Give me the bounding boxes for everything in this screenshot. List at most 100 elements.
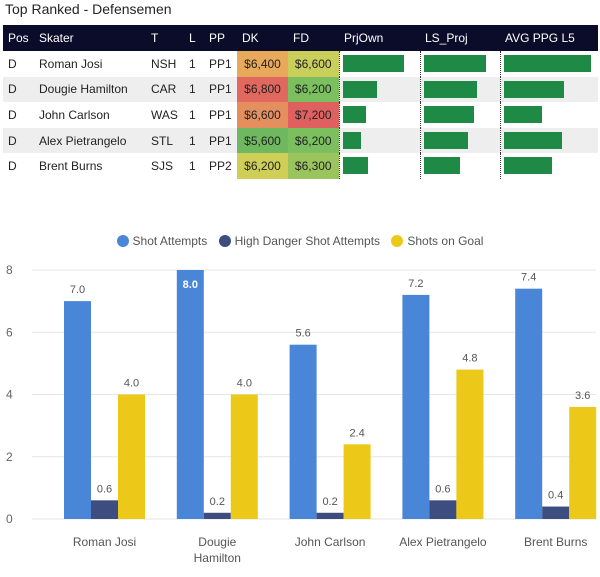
bar-shots-on-goal[interactable] [230,394,258,520]
header-avg-ppg[interactable]: AVG PPG L5 [500,25,598,51]
bar-shot-attempts[interactable] [64,301,91,519]
cell-team: SJS [146,153,184,179]
y-tick-label: 6 [6,325,13,339]
cell-dk: $6,800 [237,76,288,103]
header-dk[interactable]: DK [237,25,288,51]
cell-skater: Dougie Hamilton [34,76,146,103]
header-line[interactable]: L [184,25,204,51]
x-axis-label: Alex Pietrangelo [399,535,487,549]
cell-dk: $5,600 [237,127,288,154]
cell-avg-ppg-bar [503,80,565,98]
cell-skater: Roman Josi [34,51,146,77]
cell-skater: John Carlson [34,102,146,128]
cell-pos: D [3,51,34,77]
table-row[interactable]: D Roman Josi NSH 1 PP1 $6,400 $6,600 [3,51,598,77]
legend-dot-icon [391,235,404,247]
bar-shot-attempts[interactable] [402,294,430,519]
cell-avg-ppg-bar [503,157,553,175]
bar-shots-on-goal[interactable] [456,369,484,519]
cell-avg-ppg-bar [503,55,591,72]
cell-ls-proj [419,51,500,77]
legend-dot-icon [218,235,231,247]
legend-item-shots-on-goal[interactable]: Shots on Goal [391,234,483,248]
data-label: 0.4 [548,490,563,502]
data-label: 3.6 [575,390,590,402]
table-row[interactable]: D Alex Pietrangelo STL 1 PP1 $5,600 $6,200 [3,127,598,154]
cell-dk: $6,600 [237,102,288,128]
cell-pp: PP1 [204,76,237,103]
cell-avg-ppg [499,76,598,103]
header-ls-proj[interactable]: LS_Proj [420,25,500,51]
cell-pos: D [3,127,34,154]
cell-prjown-bar [342,131,362,149]
bar-shots-on-goal[interactable] [569,406,597,519]
cell-pos: D [3,153,34,179]
data-label: 8.0 [183,279,198,291]
data-label: 7.2 [408,278,423,290]
cell-ls-proj [419,102,500,128]
x-axis-label: Dougie [198,535,236,549]
bar-shot-attempts[interactable] [289,344,317,519]
skater-table: Pos Skater T L PP DK FD PrjOwn LS_Proj A… [3,25,598,179]
bar-high-danger-shot-attempts[interactable] [542,506,570,519]
cell-pp: PP1 [204,102,237,128]
bar-shots-on-goal[interactable] [343,444,371,519]
cell-fd: $6,300 [288,153,339,179]
cell-team: STL [146,127,184,154]
cell-ls-proj-bar [423,157,461,175]
cell-team: NSH [146,51,184,77]
header-fd[interactable]: FD [288,25,339,51]
data-label: 4.8 [462,353,477,365]
header-team[interactable]: T [146,25,184,51]
cell-ls-proj [419,153,500,179]
cell-fd: $6,200 [288,127,339,154]
cell-prjown-bar [342,80,378,98]
legend-item-shot-attempts[interactable]: Shot Attempts [116,234,207,248]
bar-high-danger-shot-attempts[interactable] [91,500,118,519]
cell-fd: $6,600 [288,51,339,77]
header-pp[interactable]: PP [204,25,237,51]
cell-ls-proj [419,127,500,154]
cell-ls-proj-bar [423,55,486,72]
y-tick-label: 8 [6,263,13,277]
cell-line: 1 [184,153,204,179]
data-label: 0.6 [435,483,450,495]
bar-high-danger-shot-attempts[interactable] [316,512,344,519]
legend-label: High Danger Shot Attempts [234,234,381,248]
table-row[interactable]: D Brent Burns SJS 1 PP2 $6,200 $6,300 [3,153,598,179]
cell-prjown [338,153,420,179]
cell-ls-proj-bar [423,131,468,149]
x-axis-label: Brent Burns [524,535,587,549]
bar-shot-attempts[interactable] [176,270,204,519]
cell-prjown [338,127,420,154]
data-label: 0.2 [322,496,337,508]
bar-shots-on-goal[interactable] [118,394,145,520]
cell-prjown-bar [342,157,369,175]
header-pos[interactable]: Pos [3,25,34,51]
cell-prjown-bar [342,55,404,72]
header-skater[interactable]: Skater [34,25,146,51]
cell-fd: $6,200 [288,76,339,103]
data-label: 7.4 [521,272,536,284]
cell-avg-ppg [499,153,598,179]
bar-high-danger-shot-attempts[interactable] [203,512,231,519]
data-label: 0.6 [97,483,112,495]
header-prjown[interactable]: PrjOwn [339,25,420,51]
cell-line: 1 [184,102,204,128]
cell-pp: PP2 [204,153,237,179]
x-axis-label: Hamilton [194,551,241,565]
y-tick-label: 2 [6,450,13,464]
data-label: 2.4 [349,427,364,439]
bar-high-danger-shot-attempts[interactable] [429,500,457,519]
cell-line: 1 [184,127,204,154]
table-row[interactable]: D Dougie Hamilton CAR 1 PP1 $6,800 $6,200 [3,76,598,103]
x-axis-label: Roman Josi [73,535,136,549]
cell-pos: D [3,76,34,103]
legend-item-high-danger[interactable]: High Danger Shot Attempts [218,234,381,248]
cell-team: CAR [146,76,184,103]
cell-pp: PP1 [204,127,237,154]
cell-ls-proj-bar [423,80,477,98]
bar-shot-attempts[interactable] [515,288,543,519]
table-row[interactable]: D John Carlson WAS 1 PP1 $6,600 $7,200 [3,102,598,128]
